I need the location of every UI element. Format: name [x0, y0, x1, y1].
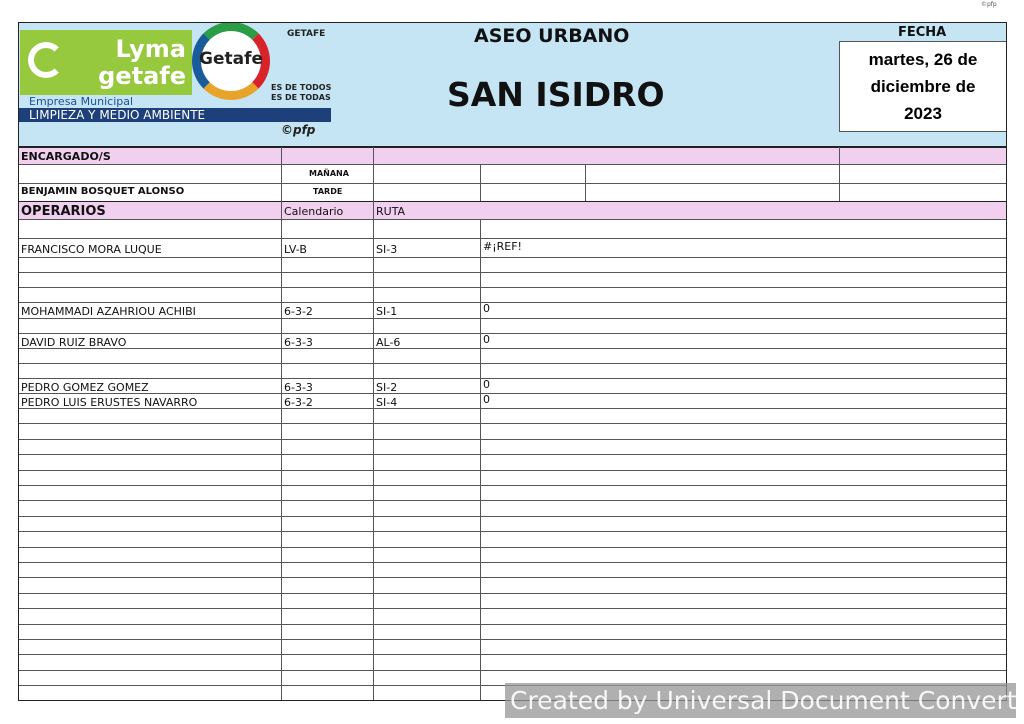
slogan-1: ES DE TODOS	[271, 83, 332, 92]
operario-extra: 0	[483, 302, 490, 315]
operario-calendar: 6-3-3	[284, 380, 313, 394]
operario-extra: 0	[483, 392, 490, 406]
operario-route: SI-1	[376, 305, 398, 318]
operario-name: MOHAMMADI AZAHRIOU ACHIBI	[21, 305, 196, 318]
row-divider	[19, 287, 1006, 288]
row-divider	[19, 562, 1006, 563]
row-divider	[19, 608, 1006, 609]
row-divider	[19, 639, 1006, 640]
operario-extra: #¡REF!	[483, 239, 522, 253]
row-divider	[19, 408, 1006, 409]
row-divider	[19, 302, 1006, 303]
encargados-header-row	[19, 147, 1006, 165]
getafe-sdg-wheel: Getafe	[192, 22, 270, 100]
row-divider	[19, 318, 1006, 319]
row-divider	[19, 654, 1006, 655]
operario-name: PEDRO GOMEZ GOMEZ	[21, 380, 149, 394]
row-divider	[19, 238, 1006, 239]
date-value: martes, 26 de diciembre de 2023	[839, 41, 1007, 132]
row-divider	[19, 439, 1006, 440]
operario-route: SI-4	[376, 395, 398, 409]
encargados-label: ENCARGADO/S	[21, 150, 111, 163]
shift-morning: MAÑANA	[309, 169, 349, 178]
row-divider	[19, 624, 1006, 625]
ayuntamiento-text: GETAFE	[287, 29, 326, 39]
row-divider	[19, 531, 1006, 532]
operario-calendar: LV-B	[284, 242, 307, 256]
corner-mark: ©pfp	[981, 1, 997, 8]
operario-extra: 0	[483, 377, 490, 391]
route-column-header: RUTA	[376, 205, 406, 218]
swirl-icon	[28, 42, 64, 78]
company-line-1: Empresa Municipal	[29, 95, 134, 108]
calendar-column-header: Calendario	[284, 205, 344, 218]
sheet-border	[18, 22, 1007, 701]
operario-name: PEDRO LUIS ERUSTES NAVARRO	[21, 395, 198, 409]
row-divider	[19, 454, 1006, 455]
operario-route: SI-2	[376, 380, 398, 394]
lyma-logo: Lyma getafe	[20, 30, 192, 95]
lyma-brand: Lyma getafe	[98, 35, 186, 90]
shift-afternoon: TARDE	[313, 187, 343, 196]
operario-name: FRANCISCO MORA LUQUE	[21, 242, 162, 256]
operario-route: AL-6	[376, 335, 401, 349]
operario-calendar: 6-3-3	[284, 335, 313, 349]
row-divider	[19, 378, 1006, 379]
operarios-label: OPERARIOS	[21, 204, 106, 219]
operario-name: DAVID RUIZ BRAVO	[21, 335, 127, 349]
row-divider	[19, 547, 1006, 548]
row-divider	[19, 333, 1006, 334]
operarios-header-row	[19, 201, 1006, 220]
operario-calendar: 6-3-2	[284, 395, 313, 409]
getafe-text: Getafe	[198, 49, 263, 69]
page-title: SAN ISIDRO	[447, 75, 665, 114]
row-divider	[19, 516, 1006, 517]
row-divider	[19, 577, 1006, 578]
operario-calendar: 6-3-2	[284, 305, 313, 318]
row-divider	[19, 423, 1006, 424]
operario-extra: 0	[483, 332, 490, 346]
operario-route: SI-3	[376, 242, 398, 256]
logo-copyright: ©pfp	[281, 123, 316, 137]
slogan-2: ES DE TODAS	[271, 93, 331, 102]
row-divider	[19, 593, 1006, 594]
row-divider	[19, 670, 1006, 671]
row-divider	[19, 257, 1006, 258]
row-divider	[19, 500, 1006, 501]
date-label: FECHA	[898, 25, 947, 40]
row-divider	[19, 393, 1006, 394]
row-divider	[19, 348, 1006, 349]
company-line-2: LIMPIEZA Y MEDIO AMBIENTE	[29, 108, 206, 122]
section-title: ASEO URBANO	[474, 25, 630, 47]
watermark: Created by Universal Document Converter	[505, 683, 1016, 718]
row-divider	[19, 485, 1006, 486]
company-bar: LIMPIEZA Y MEDIO AMBIENTE	[18, 108, 331, 122]
row-divider	[19, 470, 1006, 471]
row-divider	[19, 363, 1006, 364]
afternoon-encargado: BENJAMIN BOSQUET ALONSO	[21, 186, 185, 197]
row-divider	[19, 272, 1006, 273]
